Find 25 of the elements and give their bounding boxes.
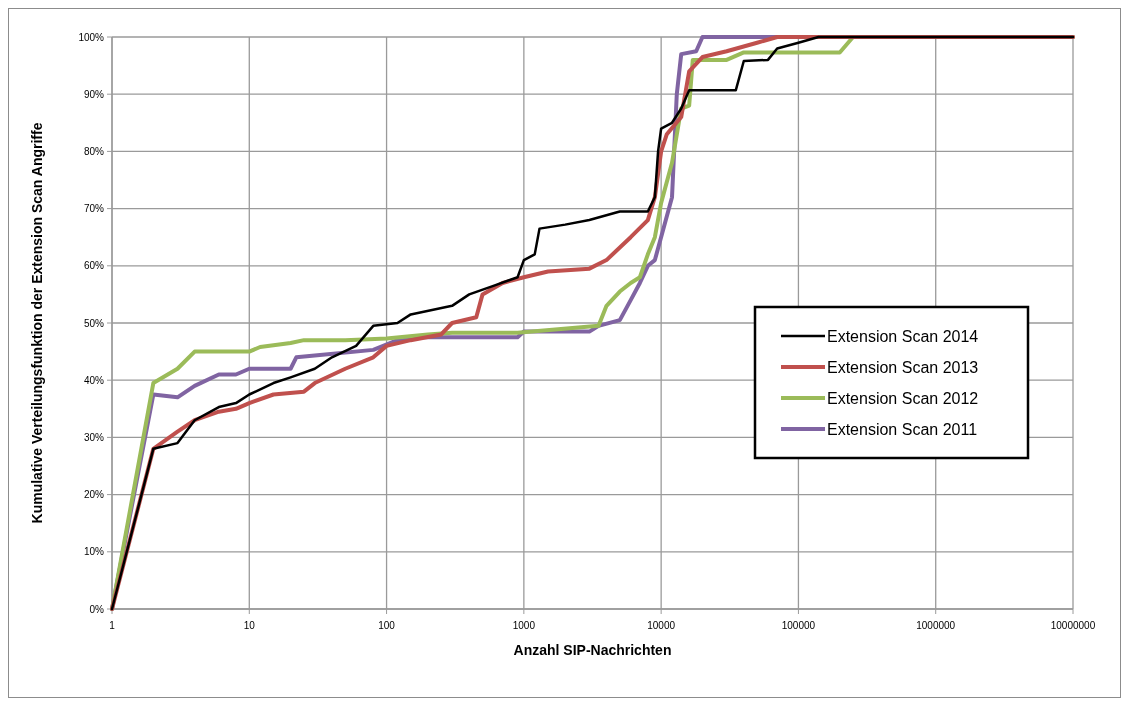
x-tick-label: 100000 (781, 620, 816, 631)
y-axis-title: Kumulative Verteilungsfunktion der Extension Scan Angriffe (29, 122, 45, 524)
y-tick-label: 50% (83, 317, 105, 329)
y-tick-label: 80% (83, 145, 105, 157)
y-tick-label: 0% (89, 603, 105, 615)
y-tick-label: 90% (83, 88, 105, 100)
legend-label: Extension Scan 2014 (827, 327, 979, 345)
legend-label: Extension Scan 2012 (827, 389, 979, 407)
x-tick-label: 1 (109, 620, 116, 631)
x-tick-label: 10 (243, 620, 256, 631)
x-axis-title: Anzahl SIP-Nachrichten (513, 642, 672, 658)
legend-label: Extension Scan 2013 (827, 358, 979, 376)
x-tick-label: 100 (378, 620, 396, 631)
x-tick-label: 1000 (512, 620, 536, 631)
x-tick-label: 10000 (647, 620, 676, 631)
y-tick-label: 20% (83, 489, 105, 501)
y-tick-label: 70% (83, 203, 105, 215)
y-tick-label: 10% (83, 546, 105, 558)
y-tick-label: 40% (83, 374, 105, 386)
x-tick-label: 1000000 (916, 620, 956, 631)
y-tick-label: 60% (83, 260, 105, 272)
x-tick-label: 10000000 (1050, 620, 1096, 631)
y-tick-label: 100% (78, 31, 105, 43)
y-tick-label: 30% (83, 431, 105, 443)
legend-label: Extension Scan 2011 (827, 420, 978, 438)
